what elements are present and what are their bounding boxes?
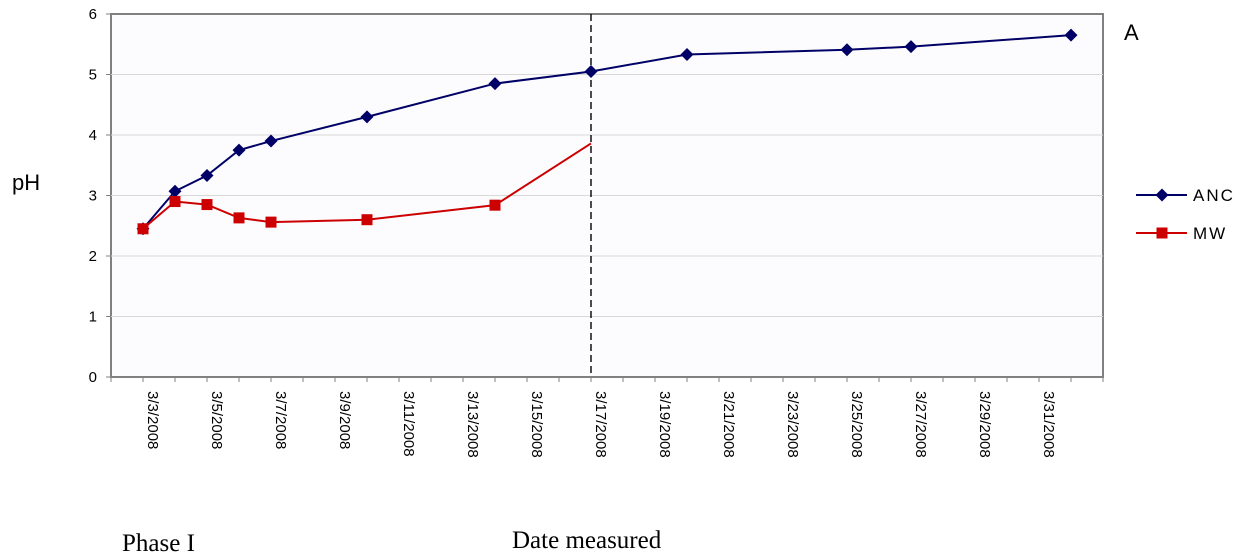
legend: ANC MW xyxy=(1136,186,1235,243)
series-mw xyxy=(137,142,592,235)
series-marker xyxy=(233,212,245,224)
series-lines xyxy=(136,28,1078,236)
y-axis-ticks: 0 1 2 3 4 5 6 xyxy=(89,6,111,386)
x-tick-label: 3/17/2008 xyxy=(592,391,609,458)
legend-label: ANC xyxy=(1193,186,1235,205)
series-marker xyxy=(169,196,181,208)
x-tick-label: 3/9/2008 xyxy=(336,391,353,449)
series-line xyxy=(142,34,1072,230)
series-marker xyxy=(904,40,918,54)
series-marker xyxy=(200,169,214,183)
phase-label: Phase I xyxy=(122,530,195,557)
y-tick-label: 6 xyxy=(89,6,97,23)
legend-item-mw: MW xyxy=(1136,224,1227,243)
x-tick-label: 3/15/2008 xyxy=(528,391,545,458)
y-axis-label: pH xyxy=(12,170,40,195)
series-marker xyxy=(232,143,246,157)
x-tick-label: 3/21/2008 xyxy=(720,391,737,458)
series-marker xyxy=(1156,227,1168,239)
x-tick-label: 3/27/2008 xyxy=(912,391,929,458)
y-tick-label: 0 xyxy=(89,369,97,386)
x-tick-label: 3/3/2008 xyxy=(144,391,161,449)
x-axis-label: Date measured xyxy=(512,527,662,554)
series-marker xyxy=(360,110,374,124)
series-marker xyxy=(361,214,373,226)
series-marker xyxy=(265,216,277,228)
x-tick-label: 3/29/2008 xyxy=(976,391,993,458)
x-tick-label: 3/23/2008 xyxy=(784,391,801,458)
y-tick-label: 4 xyxy=(89,127,97,144)
series-marker xyxy=(840,43,854,57)
x-tick-label: 3/31/2008 xyxy=(1040,391,1057,458)
series-marker xyxy=(137,223,149,235)
series-marker xyxy=(168,184,182,198)
gridlines xyxy=(111,74,1103,317)
x-tick-label: 3/7/2008 xyxy=(272,391,289,449)
legend-item-anc: ANC xyxy=(1136,186,1235,205)
legend-label: MW xyxy=(1193,224,1227,243)
x-axis-ticks: 3/3/2008 3/5/2008 3/7/2008 3/9/2008 3/11/200… xyxy=(110,377,1104,458)
series-marker xyxy=(1064,28,1078,42)
series-marker xyxy=(1155,188,1169,202)
series-marker xyxy=(584,64,598,78)
panel-label: A xyxy=(1124,20,1139,45)
series-marker xyxy=(680,48,694,62)
series-marker xyxy=(264,134,278,148)
x-tick-label: 3/11/2008 xyxy=(400,391,417,457)
series-marker xyxy=(201,199,213,211)
x-tick-label: 3/5/2008 xyxy=(208,391,225,449)
y-tick-label: 1 xyxy=(89,309,97,326)
x-tick-label: 3/19/2008 xyxy=(656,391,673,458)
series-marker xyxy=(488,77,502,91)
x-tick-label: 3/13/2008 xyxy=(464,391,481,458)
y-tick-label: 3 xyxy=(89,188,97,205)
y-tick-label: 2 xyxy=(89,248,97,265)
y-tick-label: 5 xyxy=(89,67,97,84)
series-marker xyxy=(489,199,501,211)
x-tick-label: 3/25/2008 xyxy=(848,391,865,458)
